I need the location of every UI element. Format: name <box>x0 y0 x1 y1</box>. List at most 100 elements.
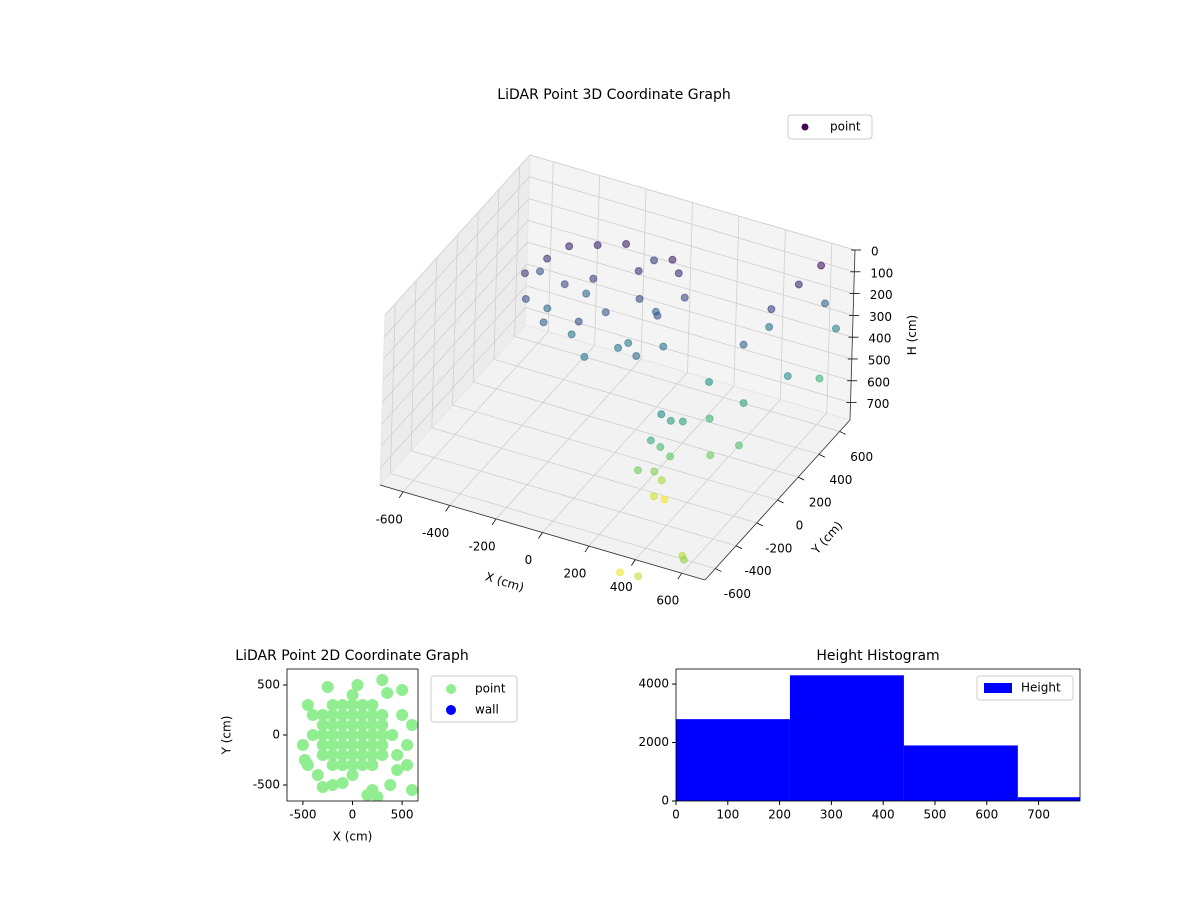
tick-mark <box>777 499 784 504</box>
y-tick-label: -200 <box>765 541 792 555</box>
bar <box>789 675 904 801</box>
point <box>356 759 369 771</box>
tick-mark <box>839 431 846 435</box>
grid-line <box>410 280 417 451</box>
grid-line <box>431 427 757 524</box>
point <box>366 784 379 796</box>
point <box>646 436 655 445</box>
y-tick-label: -400 <box>744 564 771 578</box>
point <box>634 572 643 581</box>
tick-mark <box>398 491 404 499</box>
chart-title: LiDAR Point 3D Coordinate Graph <box>497 87 730 103</box>
point <box>346 759 359 771</box>
grid-line <box>529 154 856 251</box>
point <box>783 372 792 381</box>
tick-mark <box>677 572 683 580</box>
point <box>346 769 359 781</box>
grid-line <box>526 285 852 382</box>
tick-mark <box>584 545 590 553</box>
point <box>560 280 569 289</box>
point <box>705 414 714 423</box>
point <box>316 781 329 793</box>
x-axis-label: X (cm) <box>484 570 526 595</box>
point <box>336 729 349 741</box>
point <box>336 719 349 731</box>
point <box>650 467 659 476</box>
legend-label: wall <box>475 703 499 717</box>
x-tick-label: 600 <box>656 594 679 608</box>
point <box>356 699 369 711</box>
y-tick-label: -500 <box>253 778 280 792</box>
point <box>734 441 743 450</box>
y-tick-label: 600 <box>850 450 873 464</box>
grid-line <box>383 198 530 359</box>
grid-line <box>779 229 786 400</box>
point <box>376 709 389 721</box>
z-tick-label: 700 <box>867 397 890 411</box>
point <box>376 749 389 761</box>
point <box>326 749 339 761</box>
plot-histogram: 0 100 200 300 400 500 600 700 0 2000 4000 Height <box>638 668 1081 822</box>
point <box>356 749 369 761</box>
y-tick-label: 0 <box>661 794 669 808</box>
bar <box>1017 797 1080 801</box>
point <box>316 709 329 721</box>
grid-line <box>526 263 852 360</box>
point <box>794 280 803 289</box>
tick-mark <box>491 518 497 526</box>
x-tick-label: -400 <box>422 526 449 540</box>
point <box>536 267 545 276</box>
point <box>739 399 748 408</box>
point <box>306 729 319 741</box>
point <box>376 739 389 751</box>
point <box>817 261 826 270</box>
axis-line <box>379 484 706 581</box>
x-tick-label: 200 <box>768 808 791 822</box>
axes-frame <box>675 668 1081 802</box>
x-tick-label: 400 <box>610 580 633 594</box>
point <box>366 749 379 761</box>
point <box>706 451 715 460</box>
point <box>336 739 349 751</box>
point <box>366 699 379 711</box>
point <box>666 416 675 425</box>
points <box>296 674 418 801</box>
chart-title: Height Histogram <box>816 648 939 664</box>
point <box>657 476 666 485</box>
y-tick-label: 0 <box>796 519 804 533</box>
point <box>705 378 714 387</box>
grid-line <box>733 216 740 387</box>
point <box>326 699 339 711</box>
point <box>589 274 598 283</box>
point <box>649 492 658 501</box>
legend-label: Height <box>1021 681 1061 695</box>
point <box>346 739 359 751</box>
y-tick-label: 0 <box>272 728 280 742</box>
grid-line <box>380 285 527 447</box>
point <box>366 739 379 751</box>
z-tick-label: 200 <box>870 288 893 302</box>
point <box>346 709 359 721</box>
point <box>326 719 339 731</box>
x-tick-label: 0 <box>525 553 533 567</box>
point <box>356 729 369 741</box>
point <box>326 739 339 751</box>
point <box>321 681 334 693</box>
y-axis-label: Y (cm) <box>220 716 234 756</box>
point <box>406 719 418 731</box>
grid-line <box>431 257 438 428</box>
grid-line <box>528 198 854 294</box>
point <box>543 304 552 313</box>
point <box>346 689 359 701</box>
x-tick-label: 500 <box>924 808 947 822</box>
point <box>679 555 688 564</box>
bar <box>903 745 1018 801</box>
grid-line <box>594 175 601 346</box>
point <box>356 719 369 731</box>
z-tick-label: 0 <box>871 245 879 259</box>
point <box>381 687 394 699</box>
x-tick-label: -600 <box>376 512 403 526</box>
grid-line <box>384 176 530 338</box>
x-tick-label: 0 <box>349 808 357 822</box>
